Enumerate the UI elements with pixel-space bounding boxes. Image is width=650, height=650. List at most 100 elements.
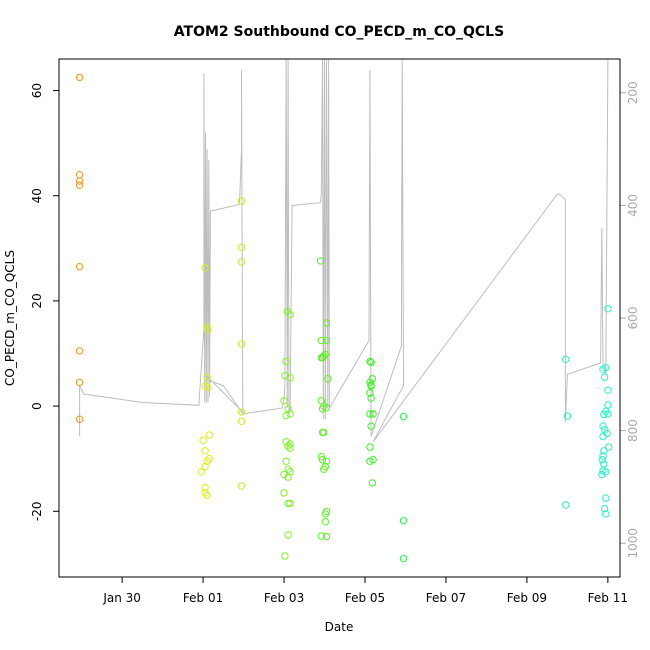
data-point (286, 444, 294, 452)
data-point (201, 483, 209, 492)
data-point (317, 336, 325, 345)
data-point (280, 470, 288, 479)
data-point (366, 457, 374, 465)
data-point (75, 181, 84, 189)
data-point (562, 501, 570, 509)
x-axis-label: Date (325, 620, 354, 634)
y-tick-label: 20 (30, 293, 44, 308)
data-point (282, 438, 290, 446)
data-point (562, 355, 570, 363)
y2-tick-label: 600 (626, 307, 640, 330)
data-point (280, 397, 288, 405)
data-point (237, 340, 246, 348)
x-tick-label: Feb 07 (426, 591, 466, 605)
y-tick-label: 0 (30, 402, 44, 410)
data-point (197, 468, 205, 476)
data-point (600, 447, 608, 455)
data-point (563, 412, 572, 420)
series-6 (399, 412, 408, 563)
data-point (321, 518, 329, 526)
y2-tick-label: 200 (626, 81, 640, 104)
data-point (367, 358, 375, 367)
data-point (237, 258, 246, 266)
data-point (75, 177, 84, 185)
x-tick-label: Jan 30 (102, 591, 141, 605)
data-point (399, 517, 408, 525)
data-point (366, 443, 374, 451)
series-0 (75, 73, 84, 423)
data-point (604, 386, 612, 394)
data-point (598, 470, 606, 479)
pressure-track-line (79, 58, 609, 443)
data-point (286, 440, 294, 448)
data-point (320, 352, 328, 360)
data-point (286, 374, 294, 382)
chart-title: ATOM2 Southbound CO_PECD_m_CO_QCLS (174, 24, 504, 40)
data-point (604, 305, 612, 313)
data-point (201, 462, 209, 471)
data-point (75, 171, 84, 179)
x-tick-label: Feb 01 (183, 591, 223, 605)
x-tick-label: Feb 09 (507, 591, 547, 605)
x-tick-label: Feb 05 (345, 591, 385, 605)
data-point (237, 482, 246, 490)
data-point (284, 473, 292, 481)
series-8 (598, 305, 613, 518)
data-point (604, 410, 612, 418)
data-point (399, 412, 408, 421)
data-point (324, 375, 332, 383)
data-point (605, 443, 613, 451)
series-7 (562, 355, 572, 509)
data-point (366, 357, 374, 366)
data-point (318, 456, 327, 464)
data-point (204, 326, 212, 334)
data-point (399, 554, 408, 563)
series-2 (237, 197, 246, 490)
series-4 (316, 257, 332, 541)
data-point (599, 432, 607, 441)
data-point (369, 410, 377, 418)
data-point (75, 378, 84, 387)
data-point (322, 336, 331, 345)
y2-tick-label: 800 (626, 419, 640, 442)
y2-tick-label: 1000 (626, 528, 640, 559)
data-point (75, 263, 84, 271)
data-point (318, 405, 327, 413)
series-1 (197, 264, 213, 500)
data-point (322, 404, 331, 412)
data-point (282, 411, 290, 420)
series-3 (280, 307, 294, 560)
data-point (281, 552, 289, 560)
data-point (321, 510, 329, 518)
data-point (282, 357, 290, 366)
data-point (199, 436, 207, 444)
data-point (367, 394, 375, 402)
x-tick-label: Feb 03 (264, 591, 304, 605)
data-point (366, 389, 374, 397)
data-point (321, 350, 329, 359)
data-point (600, 504, 609, 513)
data-point (322, 319, 331, 327)
data-point (284, 531, 292, 539)
data-point (205, 431, 213, 439)
data-point (320, 428, 328, 437)
data-point (284, 499, 292, 508)
data-point (237, 243, 246, 252)
y-tick-label: -20 (30, 501, 44, 521)
data-point (600, 410, 608, 419)
data-point (282, 457, 290, 465)
data-point (322, 457, 331, 465)
data-point (316, 257, 325, 265)
data-point (599, 452, 607, 460)
data-points-layer (75, 73, 613, 563)
data-point (602, 494, 610, 502)
data-point (368, 479, 376, 487)
data-point (201, 264, 209, 272)
data-point (286, 499, 294, 508)
data-point (600, 460, 608, 468)
data-point (367, 382, 375, 390)
data-point (602, 510, 610, 518)
y2-tick-label: 400 (626, 194, 640, 217)
pressure-track-layer (79, 58, 609, 443)
